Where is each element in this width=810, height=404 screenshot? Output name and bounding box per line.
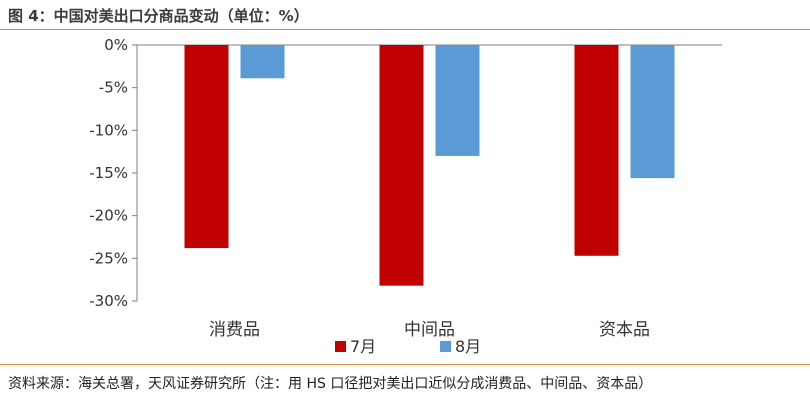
y-tick-label: -25% [89, 249, 128, 267]
legend-label: 8月 [455, 337, 481, 356]
bar-8月 [240, 45, 285, 79]
bar-8月 [630, 45, 675, 179]
y-tick-label: -15% [89, 164, 128, 182]
x-category-label: 消费品 [209, 320, 260, 340]
figure-title: 图 4：中国对美出口分商品变动（单位：%） [8, 7, 309, 25]
y-tick-label: -5% [99, 79, 128, 97]
source-divider [0, 364, 810, 365]
y-tick-label: -10% [89, 121, 128, 139]
x-category-label: 资本品 [599, 320, 650, 340]
legend-swatch [335, 341, 346, 352]
legend-swatch [440, 341, 451, 352]
bar-7月 [184, 45, 229, 249]
title-divider [0, 29, 810, 30]
bar-chart: 0% -5% -10% -15% -20% -25% -30% 消费品 中间品 资本品 7月 8月 [89, 36, 722, 356]
bar-7月 [574, 45, 619, 256]
y-tick-label: -20% [89, 207, 128, 225]
x-category-label: 中间品 [404, 320, 455, 340]
legend-label: 7月 [350, 337, 376, 356]
y-tick-label: -30% [89, 292, 128, 310]
bar-8月 [435, 45, 480, 156]
bar-7月 [379, 45, 424, 286]
source-note: 资料来源：海关总署，天风证券研究所（注：用 HS 口径把对美出口近似分成消费品、… [8, 376, 653, 392]
y-tick-label: 0% [104, 36, 128, 54]
